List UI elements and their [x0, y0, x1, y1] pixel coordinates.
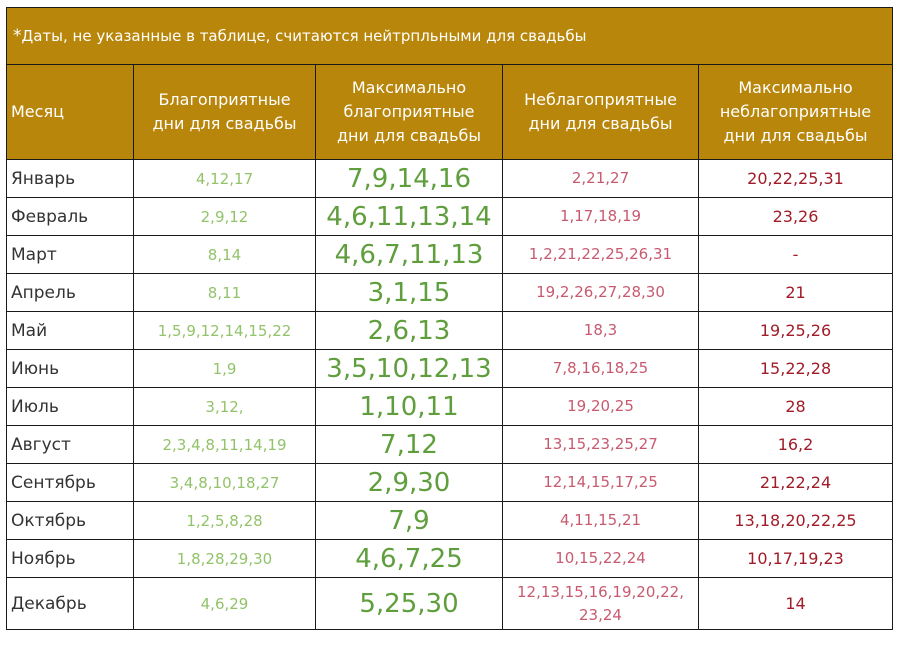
max-favorable-cell[interactable]: 3,1,15 — [315, 273, 503, 312]
favorable-cell[interactable]: 1,2,5,8,28 — [133, 501, 316, 540]
favorable-cell[interactable]: 1,5,9,12,14,15,22 — [133, 311, 316, 350]
month-cell[interactable]: Апрель — [6, 273, 134, 312]
favorable-cell[interactable]: 4,6,29 — [133, 577, 316, 630]
month-cell[interactable]: Июль — [6, 387, 134, 426]
max-unfavorable-cell[interactable]: 23,26 — [698, 197, 893, 236]
table-row: Январь 4,12,17 7,9,14,16 2,21,27 20,22,2… — [6, 159, 893, 198]
max-unfavorable-cell[interactable]: 21 — [698, 273, 893, 312]
table-row: Октябрь 1,2,5,8,28 7,9 4,11,15,21 13,18,… — [6, 501, 893, 540]
unfavorable-cell[interactable]: 1,17,18,19 — [502, 197, 699, 236]
favorable-cell[interactable]: 1,8,28,29,30 — [133, 539, 316, 578]
favorable-cell[interactable]: 3,12, — [133, 387, 316, 426]
unfavorable-cell[interactable]: 19,2,26,27,28,30 — [502, 273, 699, 312]
header-row: Месяц Благоприятные дни для свадьбы Макс… — [6, 64, 893, 160]
unfavorable-cell[interactable]: 10,15,22,24 — [502, 539, 699, 578]
favorable-cell[interactable]: 2,9,12 — [133, 197, 316, 236]
favorable-cell[interactable]: 8,14 — [133, 235, 316, 274]
month-cell[interactable]: Декабрь — [6, 577, 134, 630]
unfavorable-cell[interactable]: 7,8,16,18,25 — [502, 349, 699, 388]
month-cell[interactable]: Май — [6, 311, 134, 350]
month-cell[interactable]: Февраль — [6, 197, 134, 236]
max-unfavorable-cell[interactable]: 20,22,25,31 — [698, 159, 893, 198]
unfavorable-cell[interactable]: 19,20,25 — [502, 387, 699, 426]
max-unfavorable-cell[interactable]: 21,22,24 — [698, 463, 893, 502]
month-cell[interactable]: Ноябрь — [6, 539, 134, 578]
max-unfavorable-cell[interactable]: 15,22,28 — [698, 349, 893, 388]
max-favorable-cell[interactable]: 4,6,7,25 — [315, 539, 503, 578]
max-favorable-cell[interactable]: 3,5,10,12,13 — [315, 349, 503, 388]
header-favorable-label: Благоприятные дни для свадьбы — [152, 90, 297, 133]
table-row: Сентябрь 3,4,8,10,18,27 2,9,30 12,14,15,… — [6, 463, 893, 502]
max-favorable-cell[interactable]: 5,25,30 — [315, 577, 503, 630]
max-favorable-cell[interactable]: 7,9 — [315, 501, 503, 540]
max-unfavorable-cell[interactable]: 19,25,26 — [698, 311, 893, 350]
header-favorable[interactable]: Благоприятные дни для свадьбы — [133, 64, 316, 160]
header-month[interactable]: Месяц — [6, 64, 134, 160]
favorable-cell[interactable]: 8,11 — [133, 273, 316, 312]
table-row: Март 8,14 4,6,7,11,13 1,2,21,22,25,26,31… — [6, 235, 893, 274]
table-row: Июль 3,12, 1,10,11 19,20,25 28 — [6, 387, 893, 426]
month-cell[interactable]: Июнь — [6, 349, 134, 388]
header-max-unfavorable-label: Максимально неблагоприятные дни для свад… — [719, 78, 872, 145]
unfavorable-cell[interactable]: 12,13,15,16,19,20,22, 23,24 — [502, 577, 699, 630]
max-unfavorable-cell[interactable]: 13,18,20,22,25 — [698, 501, 893, 540]
month-cell[interactable]: Сентябрь — [6, 463, 134, 502]
favorable-cell[interactable]: 2,3,4,8,11,14,19 — [133, 425, 316, 464]
header-max-unfavorable[interactable]: Максимально неблагоприятные дни для свад… — [698, 64, 893, 160]
month-cell[interactable]: Август — [6, 425, 134, 464]
favorable-cell[interactable]: 3,4,8,10,18,27 — [133, 463, 316, 502]
month-cell[interactable]: Март — [6, 235, 134, 274]
max-unfavorable-cell[interactable]: 14 — [698, 577, 893, 630]
month-cell[interactable]: Октябрь — [6, 501, 134, 540]
header-unfavorable-label: Неблагоприятные дни для свадьбы — [524, 90, 677, 133]
unfavorable-cell[interactable]: 2,21,27 — [502, 159, 699, 198]
favorable-cell[interactable]: 4,12,17 — [133, 159, 316, 198]
max-favorable-cell[interactable]: 7,9,14,16 — [315, 159, 503, 198]
max-favorable-cell[interactable]: 2,6,13 — [315, 311, 503, 350]
max-favorable-cell[interactable]: 1,10,11 — [315, 387, 503, 426]
header-max-favorable[interactable]: Максимально благоприятные дни для свадьб… — [315, 64, 503, 160]
max-unfavorable-cell[interactable]: 16,2 — [698, 425, 893, 464]
note-text: Даты, не указанные в таблице, считаются … — [21, 27, 587, 45]
max-favorable-cell[interactable]: 4,6,7,11,13 — [315, 235, 503, 274]
table-row: Май 1,5,9,12,14,15,22 2,6,13 18,3 19,25,… — [6, 311, 893, 350]
unfavorable-cell[interactable]: 13,15,23,25,27 — [502, 425, 699, 464]
table-row: Апрель 8,11 3,1,15 19,2,26,27,28,30 21 — [6, 273, 893, 312]
table-row: Февраль 2,9,12 4,6,11,13,14 1,17,18,19 2… — [6, 197, 893, 236]
unfavorable-cell[interactable]: 12,14,15,17,25 — [502, 463, 699, 502]
table-row: Август 2,3,4,8,11,14,19 7,12 13,15,23,25… — [6, 425, 893, 464]
max-favorable-cell[interactable]: 7,12 — [315, 425, 503, 464]
table-row: Ноябрь 1,8,28,29,30 4,6,7,25 10,15,22,24… — [6, 539, 893, 578]
unfavorable-cell[interactable]: 4,11,15,21 — [502, 501, 699, 540]
max-favorable-cell[interactable]: 2,9,30 — [315, 463, 503, 502]
unfavorable-cell[interactable]: 1,2,21,22,25,26,31 — [502, 235, 699, 274]
note-asterisk: * — [13, 26, 22, 46]
wedding-dates-sheet: *Даты, не указанные в таблице, считаются… — [6, 7, 893, 630]
month-cell[interactable]: Январь — [6, 159, 134, 198]
header-unfavorable[interactable]: Неблагоприятные дни для свадьбы — [502, 64, 699, 160]
max-unfavorable-cell[interactable]: 10,17,19,23 — [698, 539, 893, 578]
note-banner: *Даты, не указанные в таблице, считаются… — [6, 7, 893, 65]
wedding-dates-table: *Даты, не указанные в таблице, считаются… — [6, 7, 893, 630]
max-favorable-cell[interactable]: 4,6,11,13,14 — [315, 197, 503, 236]
max-unfavorable-cell[interactable]: 28 — [698, 387, 893, 426]
table-row: Декабрь 4,6,29 5,25,30 12,13,15,16,19,20… — [6, 577, 893, 630]
unfavorable-cell[interactable]: 18,3 — [502, 311, 699, 350]
table-row: Июнь 1,9 3,5,10,12,13 7,8,16,18,25 15,22… — [6, 349, 893, 388]
favorable-cell[interactable]: 1,9 — [133, 349, 316, 388]
max-unfavorable-cell[interactable]: - — [698, 235, 893, 274]
header-max-favorable-label: Максимально благоприятные дни для свадьб… — [336, 78, 482, 145]
